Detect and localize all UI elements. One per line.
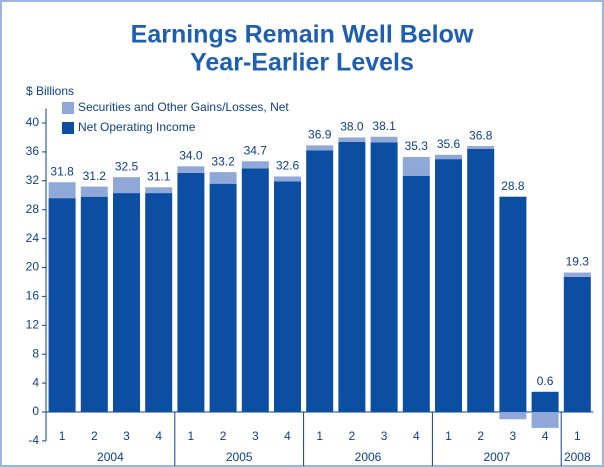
bar-segment bbox=[402, 175, 430, 412]
total-label: 34.0 bbox=[179, 149, 203, 163]
y-axis-label: $ Billions bbox=[26, 84, 74, 98]
bar-segment bbox=[338, 141, 366, 412]
bar-segment bbox=[145, 187, 173, 194]
bar-segment bbox=[467, 146, 495, 150]
y-tick-label: 8 bbox=[32, 346, 39, 360]
y-tick-label: 32 bbox=[26, 173, 40, 187]
y-tick-label: 4 bbox=[32, 375, 39, 389]
total-label: 36.8 bbox=[469, 128, 493, 142]
legend-label: Net Operating Income bbox=[78, 120, 196, 134]
bar-segment bbox=[435, 154, 462, 160]
x-tick-label: 1 bbox=[59, 429, 66, 443]
bar-segment bbox=[467, 149, 495, 412]
x-tick-label: 4 bbox=[284, 429, 291, 443]
bar-segment bbox=[48, 182, 76, 199]
x-tick-label: 4 bbox=[413, 429, 420, 443]
bar-segment bbox=[435, 159, 462, 412]
y-tick-label: 24 bbox=[26, 231, 40, 245]
x-tick-label: 3 bbox=[123, 429, 130, 443]
bar-segment bbox=[241, 161, 269, 169]
bar-segment bbox=[563, 272, 591, 277]
bar-segment bbox=[209, 172, 237, 184]
x-tick-label: 3 bbox=[510, 429, 517, 443]
legend-label: Securities and Other Gains/Losses, Net bbox=[78, 100, 289, 114]
y-tick-label: 36 bbox=[26, 144, 40, 158]
bar-segment bbox=[274, 176, 301, 182]
y-tick-label: 16 bbox=[26, 289, 40, 303]
total-label: 35.6 bbox=[437, 137, 461, 151]
x-tick-label: 1 bbox=[574, 429, 581, 443]
y-tick-label: -4 bbox=[28, 433, 39, 447]
bar-segment bbox=[274, 181, 301, 412]
total-label: 32.6 bbox=[276, 159, 300, 173]
bar-segment bbox=[402, 156, 430, 176]
y-tick-label: 40 bbox=[26, 115, 40, 129]
x-tick-label: 2 bbox=[349, 429, 356, 443]
bar-segment bbox=[370, 142, 398, 412]
y-tick-label: 28 bbox=[26, 202, 40, 216]
year-label: 2004 bbox=[97, 450, 124, 464]
bar-segment bbox=[113, 177, 140, 194]
x-tick-label: 4 bbox=[155, 429, 162, 443]
bar-segment bbox=[531, 391, 559, 412]
bar-segment bbox=[499, 196, 527, 412]
year-label: 2008 bbox=[564, 450, 591, 464]
total-label: 19.3 bbox=[566, 255, 590, 269]
x-tick-label: 1 bbox=[316, 429, 323, 443]
bar-segment bbox=[306, 150, 334, 412]
y-tick-label: 20 bbox=[26, 260, 40, 274]
total-label: 38.0 bbox=[340, 120, 364, 134]
bar-segment bbox=[338, 137, 366, 142]
total-label: 33.2 bbox=[211, 154, 235, 168]
total-label: 32.5 bbox=[115, 159, 139, 173]
year-label: 2006 bbox=[355, 450, 382, 464]
bar-segment bbox=[177, 172, 205, 412]
x-tick-label: 2 bbox=[91, 429, 98, 443]
bar-segment bbox=[499, 412, 527, 420]
x-tick-label: 1 bbox=[445, 429, 452, 443]
total-label: 34.7 bbox=[244, 143, 268, 157]
year-label: 2005 bbox=[226, 450, 253, 464]
bar-segment bbox=[145, 193, 173, 412]
chart-title: Earnings Remain Well Below bbox=[131, 21, 474, 49]
bar-segment bbox=[209, 183, 237, 412]
bar-segment bbox=[306, 145, 334, 151]
bar-segment bbox=[80, 196, 108, 412]
total-label: 31.8 bbox=[50, 164, 74, 178]
bar-segment bbox=[48, 198, 76, 412]
total-label: 35.3 bbox=[405, 139, 429, 153]
year-label: 2007 bbox=[483, 450, 510, 464]
total-label: 28.8 bbox=[501, 179, 525, 193]
legend-swatch bbox=[62, 122, 74, 134]
y-tick-label: 12 bbox=[26, 317, 40, 331]
chart-title: Year-Earlier Levels bbox=[190, 49, 414, 77]
total-label: 31.1 bbox=[147, 169, 171, 183]
bar-segment bbox=[241, 168, 269, 412]
total-label: 36.9 bbox=[308, 128, 332, 142]
bar-segment bbox=[370, 136, 398, 143]
bar-segment bbox=[80, 186, 108, 197]
total-label: 38.1 bbox=[372, 119, 396, 133]
bar-segment bbox=[531, 412, 559, 428]
x-tick-label: 4 bbox=[542, 429, 549, 443]
x-tick-label: 1 bbox=[188, 429, 195, 443]
bar-segment bbox=[563, 276, 591, 412]
bar-segment bbox=[177, 166, 205, 173]
x-tick-label: 3 bbox=[252, 429, 259, 443]
bar-segment bbox=[113, 193, 140, 412]
x-tick-label: 2 bbox=[477, 429, 484, 443]
total-label: 31.2 bbox=[83, 169, 107, 183]
x-tick-label: 2 bbox=[220, 429, 227, 443]
total-label: 0.6 bbox=[537, 374, 554, 388]
y-tick-label: 0 bbox=[32, 404, 39, 418]
legend-swatch bbox=[62, 102, 74, 114]
x-tick-label: 3 bbox=[381, 429, 388, 443]
